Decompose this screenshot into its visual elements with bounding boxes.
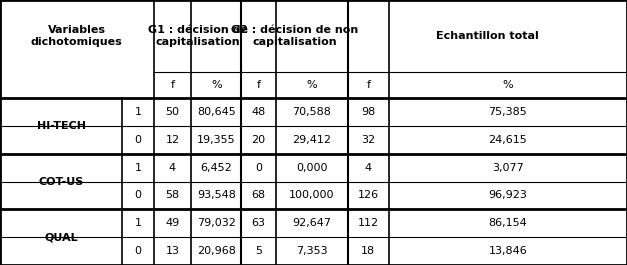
Text: QUAL: QUAL [45, 232, 78, 242]
Text: 75,385: 75,385 [488, 107, 527, 117]
Text: 100,000: 100,000 [289, 191, 335, 200]
Text: HI-TECH: HI-TECH [36, 121, 86, 131]
Text: 32: 32 [361, 135, 376, 145]
Text: 98: 98 [361, 107, 376, 117]
Text: f: f [366, 80, 371, 90]
Text: 4: 4 [169, 163, 176, 173]
Text: 1: 1 [134, 163, 142, 173]
Text: 48: 48 [251, 107, 266, 117]
Text: f: f [256, 80, 261, 90]
Text: G2 : décision de non
capitalisation: G2 : décision de non capitalisation [231, 25, 358, 47]
Text: %: % [503, 80, 513, 90]
Text: 13: 13 [166, 246, 179, 256]
Text: 1: 1 [134, 218, 142, 228]
Text: G1 : décision de
capitalisation: G1 : décision de capitalisation [147, 25, 248, 47]
Text: 18: 18 [361, 246, 376, 256]
Text: 79,032: 79,032 [197, 218, 236, 228]
Text: 126: 126 [358, 191, 379, 200]
Text: 0: 0 [255, 163, 262, 173]
Text: Echantillon total: Echantillon total [436, 31, 539, 41]
Text: 70,588: 70,588 [292, 107, 332, 117]
Text: 24,615: 24,615 [488, 135, 527, 145]
Text: 80,645: 80,645 [197, 107, 236, 117]
Text: 86,154: 86,154 [488, 218, 527, 228]
Text: 4: 4 [365, 163, 372, 173]
Text: 20,968: 20,968 [197, 246, 236, 256]
Text: 92,647: 92,647 [292, 218, 332, 228]
Text: f: f [171, 80, 174, 90]
Text: 0,000: 0,000 [296, 163, 328, 173]
Text: %: % [307, 80, 317, 90]
Text: 12: 12 [166, 135, 179, 145]
Text: 0: 0 [134, 191, 142, 200]
Text: 1: 1 [134, 107, 142, 117]
Text: 112: 112 [358, 218, 379, 228]
Text: 96,923: 96,923 [488, 191, 527, 200]
Text: 29,412: 29,412 [292, 135, 332, 145]
Text: 0: 0 [134, 135, 142, 145]
Text: 49: 49 [166, 218, 179, 228]
Text: 50: 50 [166, 107, 179, 117]
Text: 7,353: 7,353 [296, 246, 328, 256]
Text: COT-US: COT-US [38, 176, 84, 187]
Text: 63: 63 [251, 218, 266, 228]
Text: 5: 5 [255, 246, 262, 256]
Text: %: % [211, 80, 221, 90]
Text: 3,077: 3,077 [492, 163, 524, 173]
Text: 6,452: 6,452 [201, 163, 232, 173]
Text: 13,846: 13,846 [488, 246, 527, 256]
Text: 20: 20 [251, 135, 266, 145]
Text: 19,355: 19,355 [197, 135, 236, 145]
Text: 0: 0 [134, 246, 142, 256]
Text: Variables
dichotomiques: Variables dichotomiques [31, 25, 123, 47]
Text: 93,548: 93,548 [197, 191, 236, 200]
Text: 68: 68 [251, 191, 266, 200]
Text: 58: 58 [166, 191, 179, 200]
